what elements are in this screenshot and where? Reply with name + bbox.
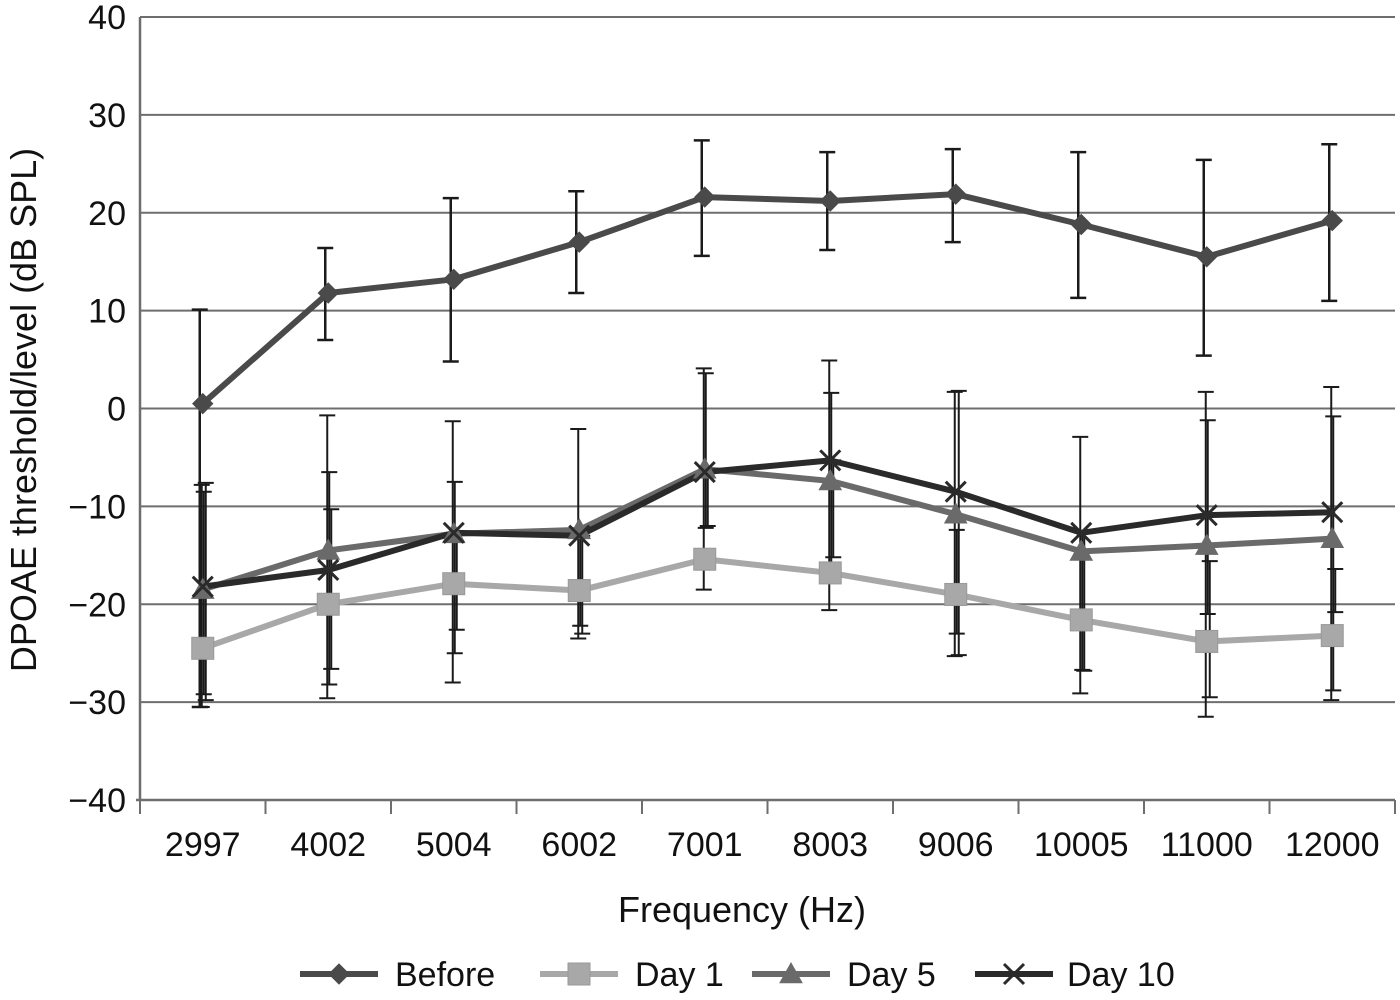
marker-day-10 [568, 524, 591, 547]
marker-before [819, 190, 841, 212]
marker-day-10 [693, 461, 716, 484]
marker-day-1 [818, 561, 842, 585]
marker-day-1 [944, 582, 968, 606]
y-tick-label: 0 [107, 391, 126, 429]
legend-label: Day 10 [1067, 956, 1175, 994]
series-line-day-10 [199, 457, 1336, 590]
axes [136, 17, 1396, 814]
legend-label: Before [395, 956, 495, 994]
series-line-day-5 [199, 466, 1336, 593]
marker-day-5 [1320, 526, 1345, 548]
marker-day-5 [316, 538, 341, 560]
y-tick-label: −20 [68, 586, 126, 624]
x-tick-label: 2997 [165, 826, 241, 864]
legend-item-before: Before [300, 956, 495, 994]
marker-before [1321, 209, 1343, 232]
x-tick-label: 10005 [1034, 826, 1129, 864]
legend-item-day-1: Day 1 [540, 956, 724, 994]
marker-day-1 [1195, 629, 1219, 653]
marker-day-1 [442, 572, 466, 596]
marker-day-10 [1321, 501, 1344, 524]
marker-before [945, 183, 967, 205]
y-tick-label: 30 [88, 97, 126, 135]
marker-day-10 [819, 449, 842, 472]
x-tick-labels: 2997 4002 5004 6002 7001 8003 9006 10005 11000 12… [165, 826, 1380, 864]
x-axis-title: Frequency (Hz) [618, 889, 866, 930]
marker-before [568, 231, 590, 253]
y-axis-title: DPOAE threshold/level (dB SPL) [3, 148, 44, 672]
y-tick-labels: 40 30 20 10 0 −10 −20 −30 −40 [68, 0, 126, 820]
y-tick-label: 40 [88, 0, 126, 37]
x-tick-label: 12000 [1285, 826, 1380, 864]
marker-day-5 [943, 502, 968, 524]
legend-marker-before [328, 963, 350, 985]
grid-lines [140, 16, 1395, 704]
y-tick-label: 10 [88, 293, 126, 331]
legend-marker-day-5 [779, 961, 803, 984]
y-tick-label: −40 [68, 782, 126, 820]
error-bars [191, 139, 1344, 718]
legend-marker-day-1 [567, 962, 591, 986]
marker-day-5 [818, 468, 843, 491]
marker-before [192, 392, 214, 415]
marker-day-10 [944, 480, 967, 503]
x-tick-label: 6002 [541, 826, 617, 864]
marker-before [443, 268, 465, 291]
marker-day-5 [1194, 533, 1219, 555]
marker-day-10 [191, 575, 214, 598]
marker-day-1 [1320, 624, 1344, 648]
legend-item-day-5: Day 5 [752, 956, 936, 994]
series-line-before [199, 191, 1336, 407]
legend-label: Day 1 [635, 956, 724, 994]
y-tick-label: −10 [68, 488, 126, 526]
y-tick-label: −30 [68, 684, 126, 722]
series-lines [199, 191, 1336, 652]
marker-before [1196, 246, 1218, 268]
marker-day-1 [1069, 608, 1093, 632]
legend: Before Day 1 Day 5 Day 10 [300, 956, 1175, 994]
marker-day-10 [442, 521, 465, 544]
marker-before [1070, 213, 1092, 236]
legend-label: Day 5 [847, 956, 936, 994]
marker-day-10 [1070, 521, 1093, 544]
x-tick-label: 7001 [667, 826, 743, 864]
x-tick-label: 9006 [918, 826, 994, 864]
marker-before [694, 186, 716, 208]
x-tick-label: 4002 [290, 826, 366, 864]
legend-marker-day-10 [1002, 962, 1026, 986]
y-tick-label: 20 [88, 195, 126, 233]
x-tick-label: 8003 [792, 826, 868, 864]
marker-day-1 [316, 592, 340, 616]
marker-day-1 [693, 547, 717, 571]
marker-day-10 [317, 558, 340, 582]
x-tick-label: 11000 [1161, 826, 1253, 864]
series-markers [190, 183, 1345, 660]
series-line-day-1 [199, 556, 1336, 652]
marker-day-10 [1195, 504, 1218, 527]
marker-day-1 [191, 636, 215, 660]
marker-day-1 [567, 579, 591, 603]
legend-item-day-10: Day 10 [975, 956, 1175, 994]
x-tick-label: 5004 [416, 826, 492, 864]
marker-before [317, 282, 339, 304]
marker-day-5 [1069, 539, 1094, 561]
